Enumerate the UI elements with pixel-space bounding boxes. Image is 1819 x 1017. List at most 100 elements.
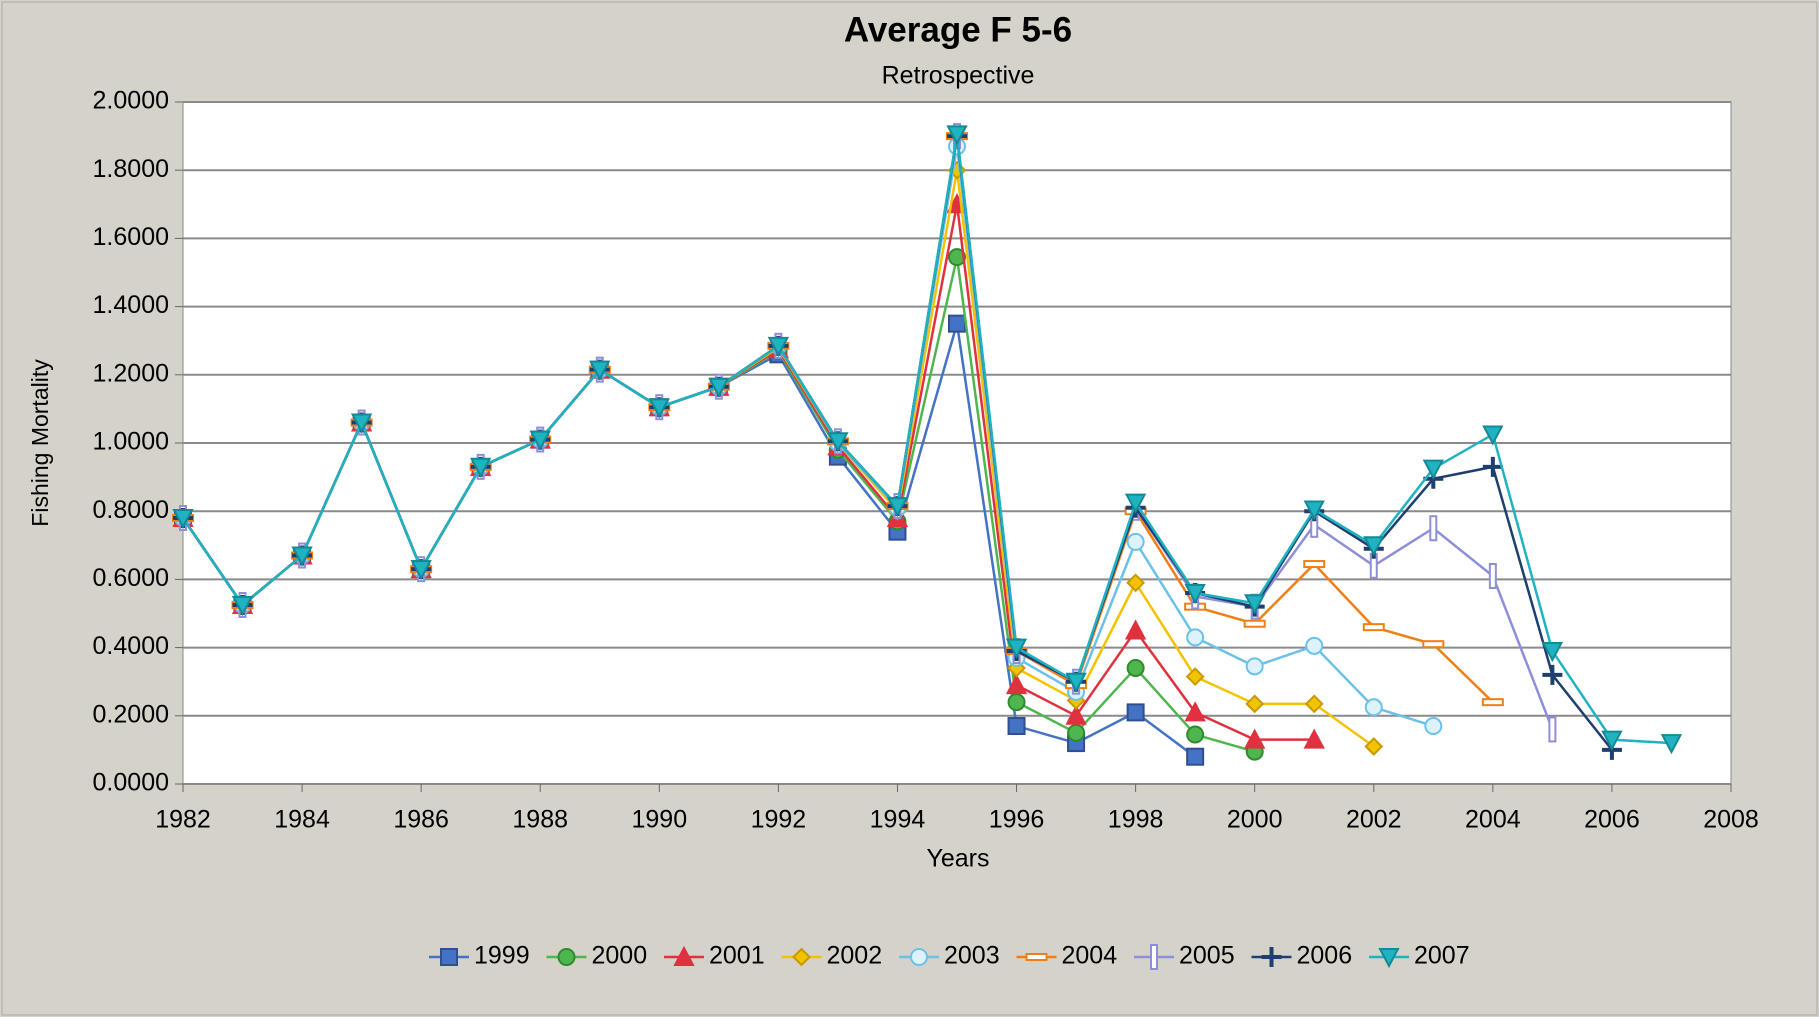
data-point [1481, 698, 1504, 707]
data-point [1124, 619, 1147, 640]
legend-marker [1150, 944, 1158, 970]
data-point [1541, 642, 1564, 663]
data-point [1244, 728, 1266, 749]
legend-item: 2000 [546, 942, 648, 970]
x-tick-label: 1988 [512, 806, 568, 834]
data-point [1065, 704, 1087, 725]
chart-title: Average F 5-6 [844, 10, 1072, 49]
y-tick-label: 2.0000 [93, 87, 169, 115]
x-tick-label: 1984 [274, 806, 330, 834]
x-tick-label: 1998 [1108, 806, 1164, 834]
data-point [1185, 667, 1205, 686]
legend-item: 2005 [1134, 942, 1235, 970]
data-point [1243, 619, 1266, 628]
data-point [1007, 717, 1026, 736]
x-tick-label: 2006 [1584, 806, 1640, 834]
legend-label: 2004 [1062, 942, 1118, 970]
x-tick-label: 1986 [393, 806, 449, 834]
data-point [1186, 725, 1205, 744]
x-tick-label: 1990 [631, 806, 687, 834]
data-point [948, 314, 966, 333]
data-point [946, 125, 968, 146]
data-point [1422, 640, 1445, 649]
legend-marker [1261, 947, 1282, 967]
data-point [1364, 737, 1384, 756]
data-point [767, 336, 790, 357]
legend-marker [792, 947, 811, 967]
legend-label: 2007 [1414, 942, 1470, 970]
data-point [1007, 693, 1026, 712]
data-point [291, 546, 313, 567]
data-point [1362, 623, 1385, 632]
legend-item: 2002 [781, 942, 883, 970]
data-point [1186, 628, 1205, 647]
data-point [589, 360, 611, 381]
data-point [948, 248, 966, 267]
data-point [529, 430, 551, 451]
chart-subtitle: Retrospective [882, 62, 1035, 90]
y-tick-label: 0.2000 [93, 700, 169, 728]
y-tick-label: 0.6000 [93, 564, 169, 592]
legend-item: 2006 [1251, 942, 1353, 970]
data-point [648, 398, 670, 419]
series [172, 125, 1683, 755]
legend-item: 2001 [664, 942, 765, 970]
legend-label: 2002 [827, 942, 883, 970]
y-tick-label: 1.8000 [93, 155, 169, 183]
x-tick-label: 1982 [155, 806, 211, 834]
legend-label: 1999 [474, 942, 530, 970]
x-tick-label: 2002 [1346, 806, 1402, 834]
data-point [231, 595, 254, 617]
x-tick-label: 2008 [1703, 806, 1759, 834]
data-point [1363, 536, 1385, 557]
data-point [1124, 493, 1147, 514]
y-tick-label: 1.6000 [93, 223, 169, 251]
data-point [1184, 701, 1206, 722]
legend-label: 2001 [709, 942, 765, 970]
data-point [1005, 638, 1028, 659]
y-tick-label: 1.0000 [93, 428, 169, 456]
legend-label: 2006 [1297, 942, 1353, 970]
y-tick-label: 1.4000 [93, 291, 169, 319]
data-point [1245, 657, 1264, 676]
x-tick-label: 2000 [1227, 806, 1283, 834]
legend-marker [557, 948, 576, 966]
x-tick-label: 1994 [870, 806, 926, 834]
x-tick-label: 2004 [1465, 806, 1521, 834]
legend-label: 2003 [944, 942, 1000, 970]
y-tick-label: 0.0000 [93, 769, 169, 797]
data-point [1542, 664, 1563, 685]
data-point [1126, 573, 1146, 593]
legend-marker [440, 948, 458, 966]
data-point [1067, 723, 1086, 742]
data-point [1245, 694, 1265, 714]
y-tick-label: 1.2000 [93, 359, 169, 387]
data-point [1184, 584, 1206, 605]
data-point [1126, 659, 1145, 678]
data-point [1005, 673, 1028, 695]
data-point [1482, 425, 1504, 446]
data-point [350, 413, 373, 434]
data-point [1422, 459, 1444, 480]
x-axis-label: Years [926, 845, 989, 873]
data-point [1482, 456, 1503, 477]
data-point [1601, 730, 1623, 751]
y-tick-label: 0.8000 [93, 496, 169, 524]
legend-label: 2005 [1179, 942, 1235, 970]
data-point [172, 509, 194, 530]
data-point [1548, 716, 1557, 743]
data-point [1303, 500, 1325, 521]
data-point [1305, 636, 1324, 655]
legend-marker [1378, 948, 1400, 969]
data-point [1304, 694, 1324, 714]
legend-item: 2007 [1369, 942, 1470, 970]
legend-item: 1999 [429, 942, 530, 970]
data-point [1424, 717, 1443, 736]
legend-marker [673, 945, 695, 966]
legend-marker [910, 948, 928, 966]
legend-item: 2003 [899, 942, 1000, 970]
legend-label: 2000 [592, 942, 648, 970]
legend-item: 2004 [1016, 942, 1118, 970]
data-point [886, 497, 909, 518]
